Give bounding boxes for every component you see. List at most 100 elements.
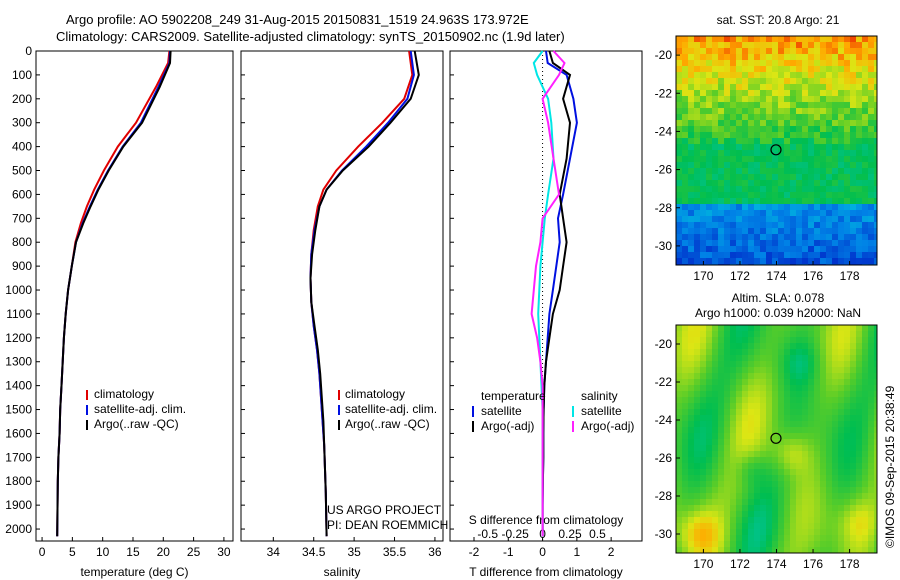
map-cell	[790, 114, 796, 120]
map-cell	[850, 367, 856, 373]
map-cell	[736, 234, 742, 240]
map-cell	[766, 409, 772, 415]
map-cell	[838, 415, 844, 421]
map-cell	[730, 48, 736, 54]
map-cell	[718, 108, 724, 114]
map-cell	[748, 162, 754, 168]
map-cell	[796, 48, 802, 54]
map-cell	[814, 60, 820, 66]
map-cell	[850, 204, 856, 210]
map-cell	[772, 114, 778, 120]
map-cell	[748, 60, 754, 66]
map-cell	[796, 523, 802, 529]
map-cell	[682, 216, 688, 222]
map-cell	[736, 246, 742, 252]
map-cell	[820, 42, 826, 48]
map-cell	[856, 409, 862, 415]
map-cell	[748, 84, 754, 90]
map-cell	[736, 174, 742, 180]
map-cell	[826, 325, 832, 331]
difference-legend-entry: Argo(-adj)	[581, 419, 634, 433]
map-cell	[742, 72, 748, 78]
map-cell	[808, 535, 814, 541]
map-cell	[784, 150, 790, 156]
map-cell	[688, 445, 694, 451]
map-cell	[694, 132, 700, 138]
map-cell	[706, 331, 712, 337]
map-cell	[766, 343, 772, 349]
map-cell	[682, 60, 688, 66]
map-cell	[772, 457, 778, 463]
map-cell	[688, 36, 694, 42]
map-cell	[760, 180, 766, 186]
map-cell	[718, 379, 724, 385]
map-cell	[844, 258, 850, 264]
map-cell	[730, 192, 736, 198]
map-cell	[766, 90, 772, 96]
map-cell	[694, 138, 700, 144]
map-cell	[820, 66, 826, 72]
map-cell	[784, 379, 790, 385]
map-cell	[844, 150, 850, 156]
map-cell	[742, 457, 748, 463]
map-cell	[874, 162, 877, 168]
map-cell	[796, 451, 802, 457]
map-cell	[802, 499, 808, 505]
map-cell	[766, 126, 772, 132]
map-cell	[730, 144, 736, 150]
map-cell	[784, 457, 790, 463]
map-cell	[682, 385, 688, 391]
map-cell	[778, 415, 784, 421]
map-cell	[712, 481, 718, 487]
map-cell	[700, 114, 706, 120]
map-cell	[682, 150, 688, 156]
map-cell	[820, 469, 826, 475]
map-cell	[682, 517, 688, 523]
map-cell	[832, 126, 838, 132]
map-cell	[748, 487, 754, 493]
map-cell	[796, 403, 802, 409]
map-cell	[850, 415, 856, 421]
map-cell	[676, 252, 682, 258]
map-cell	[784, 391, 790, 397]
map-cell	[748, 102, 754, 108]
map-cell	[676, 343, 682, 349]
map-cell	[694, 349, 700, 355]
map-cell	[838, 72, 844, 78]
map-cell	[766, 36, 772, 42]
map-cell	[742, 66, 748, 72]
map-cell	[802, 54, 808, 60]
map-cell	[760, 439, 766, 445]
map-cell	[742, 156, 748, 162]
map-cell	[772, 511, 778, 517]
map-cell	[808, 96, 814, 102]
map-cell	[706, 475, 712, 481]
map-cell	[868, 469, 874, 475]
map-cell	[784, 505, 790, 511]
map-cell	[712, 547, 718, 553]
map-cell	[814, 481, 820, 487]
map-cell	[724, 541, 730, 547]
map-cell	[850, 66, 856, 72]
map-cell	[844, 78, 850, 84]
map-cell	[814, 529, 820, 535]
map-cell	[874, 331, 877, 337]
map-cell	[682, 535, 688, 541]
longitude-tick-label: 170	[693, 557, 713, 571]
map-cell	[784, 487, 790, 493]
map-cell	[778, 391, 784, 397]
map-cell	[832, 108, 838, 114]
map-cell	[772, 325, 778, 331]
map-cell	[694, 343, 700, 349]
map-cell	[850, 198, 856, 204]
map-cell	[844, 252, 850, 258]
map-cell	[772, 210, 778, 216]
map-cell	[820, 138, 826, 144]
map-cell	[790, 240, 796, 246]
map-cell	[802, 427, 808, 433]
map-cell	[868, 216, 874, 222]
map-cell	[760, 78, 766, 84]
map-cell	[712, 120, 718, 126]
map-cell	[688, 126, 694, 132]
map-cell	[826, 204, 832, 210]
